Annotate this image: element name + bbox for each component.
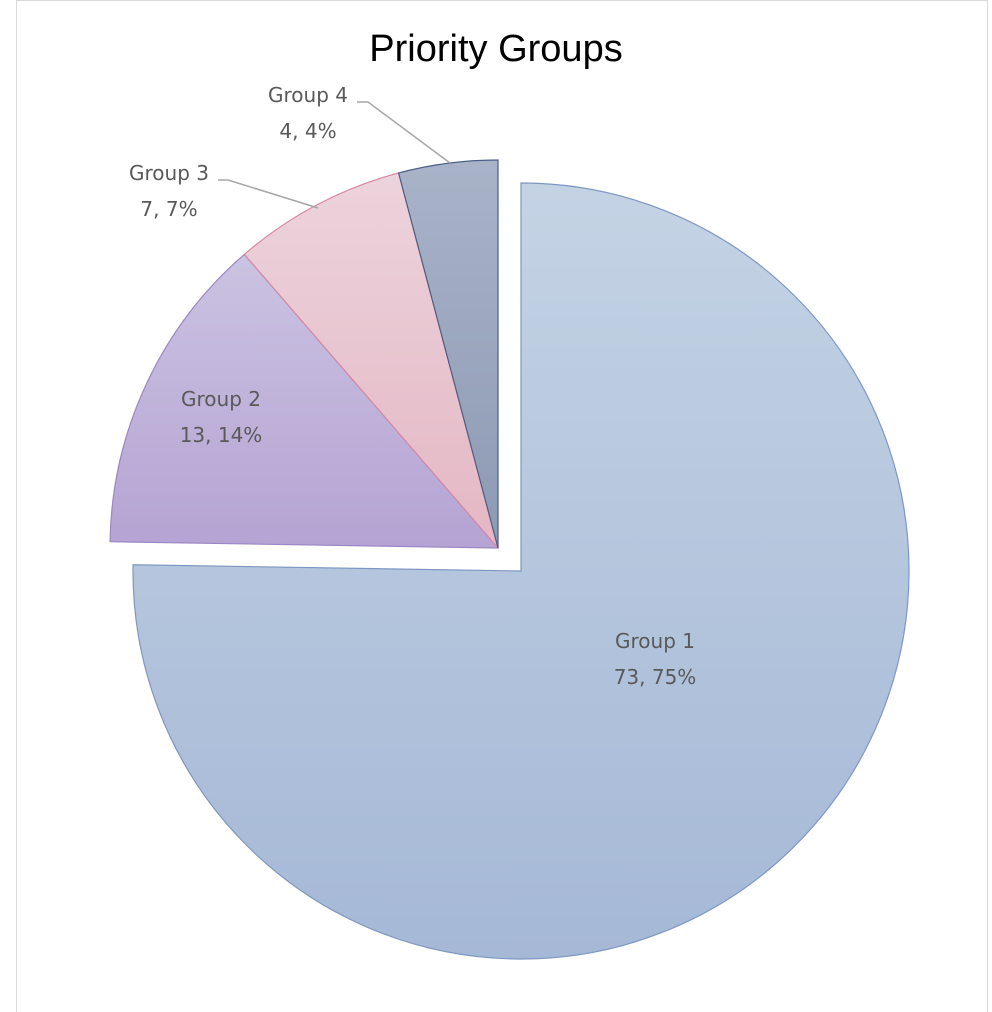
- chart-title: Priority Groups: [369, 28, 623, 70]
- pie-slice-group-1: [132, 182, 910, 960]
- data-label-category: Group 2: [181, 387, 261, 411]
- leader-line-group-4: [357, 101, 451, 164]
- data-label-category: Group 1: [615, 629, 695, 653]
- pie-slice-group-3: [243, 172, 499, 549]
- data-label-value: 13, 14%: [180, 423, 263, 447]
- leader-line-group-3: [218, 179, 319, 209]
- pie-slice-group-2: [109, 253, 500, 549]
- data-label-category: Group 4: [268, 83, 348, 107]
- data-label-value: 7, 7%: [140, 197, 197, 221]
- data-label-category: Group 3: [129, 161, 209, 185]
- data-label-value: 4, 4%: [279, 119, 336, 143]
- data-label-value: 73, 75%: [614, 665, 697, 689]
- pie-slice-group-4: [397, 159, 499, 549]
